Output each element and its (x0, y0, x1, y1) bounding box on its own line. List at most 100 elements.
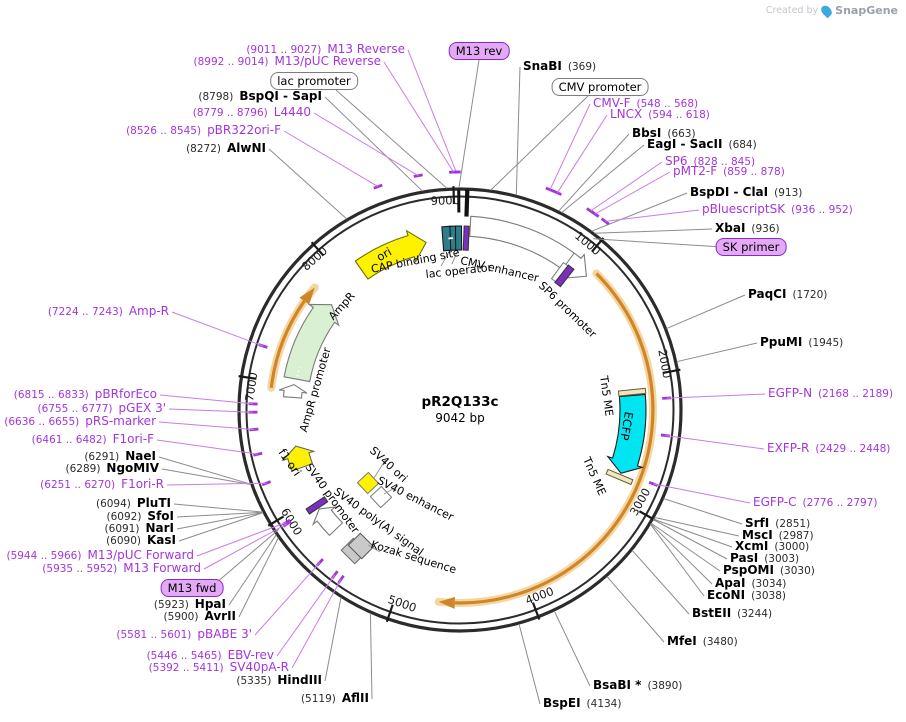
site-label-kasi[interactable]: (6090) KasI (106, 534, 176, 548)
site-label-alwni[interactable]: (8272) AlwNI (186, 142, 266, 156)
cmv-promoter-box[interactable]: CMV promoter (551, 78, 649, 96)
site-label-nari[interactable]: (6091) NarI (105, 522, 174, 536)
site-label-pspomi[interactable]: PspOMI (3030) (723, 564, 815, 578)
feature-block-lac-operator-b[interactable] (454, 225, 463, 251)
site-name: pBRforEco (94, 387, 157, 401)
site-label-apai[interactable]: ApaI (3034) (715, 577, 786, 591)
feature-block-sv40-promoter-purple[interactable] (305, 496, 329, 515)
site-label-avrii[interactable]: (5900) AvrII (164, 610, 236, 624)
site-label-egfp-n[interactable]: EGFP-N (2168 .. 2189) (768, 387, 893, 401)
site-position: (6289) (65, 463, 101, 475)
callout-line-bsabi (553, 610, 591, 687)
feature-arrow-sv40-promoter[interactable] (311, 506, 344, 537)
site-label-exfp-r[interactable]: EXFP-R (2429 .. 2448) (767, 442, 890, 456)
sk-primer-box[interactable]: SK primer (715, 238, 787, 256)
callout-line-nari (176, 512, 264, 530)
interior-connector-3 (440, 251, 450, 267)
site-label-bsteii[interactable]: BstEII (3244) (692, 607, 772, 621)
callout-line-f1ori-f (156, 439, 258, 455)
site-label-pluti[interactable]: (6094) PluTI (96, 497, 171, 511)
site-label-mfei[interactable]: MfeI (3480) (667, 635, 738, 649)
site-label-l4440[interactable]: (8779 .. 8796) L4440 (193, 106, 311, 120)
site-label-pgex-3[interactable]: (6755 .. 6777) pGEX 3' (38, 402, 166, 416)
site-label-m13-reverse[interactable]: (9011 .. 9027) M13 Reverse (246, 43, 405, 57)
site-position: (3000) (774, 541, 810, 553)
site-label-eagi-sacii[interactable]: EagI - SacII (684) (647, 138, 757, 152)
site-label-paqci[interactable]: PaqCI (1720) (748, 288, 827, 302)
site-position: (6251 .. 6270) (40, 479, 116, 491)
feature-arrow-ori[interactable] (354, 229, 427, 280)
callout-line-bsteii (631, 549, 690, 615)
site-label-bspdi-clai[interactable]: BspDI - ClaI (913) (690, 186, 802, 200)
m13-rev-box[interactable]: M13 rev (448, 42, 510, 60)
site-label-ppumi[interactable]: PpuMI (1945) (760, 336, 843, 350)
site-label-msci[interactable]: MscI (2987) (742, 529, 814, 543)
callout-line-sk-primer-box (593, 238, 723, 248)
site-label-sp6[interactable]: SP6 (828 .. 845) (665, 155, 755, 169)
feature-block-sp6-promoter[interactable] (554, 264, 575, 288)
mcs-marker-bar[interactable] (464, 189, 470, 217)
site-label-bspqi-sapi[interactable]: (8798) BspQI - SapI (198, 90, 322, 104)
site-name: SfoI (147, 509, 174, 523)
site-label-lncx[interactable]: LNCX (594 .. 618) (610, 108, 710, 122)
feature-box-sv40-polya[interactable] (347, 532, 375, 560)
m13-fwd-box[interactable]: M13 fwd (160, 579, 224, 597)
callout-line-srfi (663, 498, 743, 525)
site-label-pbrforeco[interactable]: (6815 .. 6833) pBRforEco (14, 388, 157, 402)
site-label-snabi[interactable]: SnaBI (369) (523, 60, 596, 74)
feature-box-sv40-enhancer[interactable] (369, 485, 393, 509)
site-label-bsabi[interactable]: BsaBI * (3890) (593, 679, 682, 693)
site-label-ebv-rev[interactable]: (5446 .. 5465) EBV-rev (147, 649, 274, 663)
site-label-aflii[interactable]: (5119) AflII (301, 692, 369, 706)
callout-line-lncx (556, 114, 608, 194)
site-label-f1ori-f[interactable]: (6461 .. 6482) F1ori-F (32, 433, 154, 447)
feature-block-tn5-me-2[interactable] (605, 468, 634, 486)
site-label-econi[interactable]: EcoNI (3038) (707, 589, 786, 603)
site-position: (8798) (198, 91, 234, 103)
site-label-naei[interactable]: (6291) NaeI (84, 450, 156, 464)
feature-box-sv40-ori[interactable] (356, 471, 380, 495)
site-label-srfi[interactable]: SrfI (2851) (745, 517, 810, 531)
site-position: (6091) (104, 523, 140, 535)
feature-arrow-ampr[interactable] (283, 303, 340, 383)
callout-line-m13-fwd-box (215, 529, 280, 584)
feature-arrow-cmv-enhancer[interactable] (469, 215, 588, 279)
feature-arrow-f1-ori[interactable] (281, 445, 316, 472)
site-label-pmt2-f[interactable]: pMT2-F (859 .. 878) (673, 165, 785, 179)
feature-block-lac-promoter-purple[interactable] (462, 225, 470, 251)
site-label-hpai[interactable]: (5923) HpaI (154, 598, 226, 612)
site-position: (5900) (163, 611, 199, 623)
site-name: CMV-F (593, 96, 631, 110)
site-label-ngomiv[interactable]: (6289) NgoMIV (66, 462, 160, 476)
site-label-sfoi[interactable]: (6092) SfoI (107, 510, 175, 524)
site-label-xbai[interactable]: XbaI (936) (715, 222, 780, 236)
feature-arrow-ampr-promoter[interactable] (278, 383, 308, 399)
site-label-m13-puc-reverse[interactable]: (8992 .. 9014) M13/pUC Reverse (194, 55, 382, 69)
site-name: AflII (341, 691, 369, 705)
feature-arrow-ecfp[interactable] (606, 393, 647, 474)
site-position: (4134) (586, 698, 622, 710)
site-label-f1ori-r[interactable]: (6251 .. 6270) F1ori-R (40, 478, 164, 492)
site-label-sv40pa-r[interactable]: (5392 .. 5411) SV40pA-R (149, 661, 289, 675)
mcs-marker-bar-2[interactable] (457, 189, 461, 213)
site-label-m13-puc-forward[interactable]: (5944 .. 5966) M13/pUC Forward (6, 549, 194, 563)
site-label-xcmi[interactable]: XcmI (3000) (735, 540, 809, 554)
site-label-m13-forward[interactable]: (5935 .. 5952) M13 Forward (42, 562, 201, 576)
site-label-bbsi[interactable]: BbsI (663) (632, 127, 696, 141)
callout-line-eagi-sacii (561, 144, 645, 213)
site-label-pasi[interactable]: PasI (3003) (730, 552, 799, 566)
site-label-hindiii[interactable]: (5335) HindIII (236, 674, 322, 688)
site-label-amp-r[interactable]: (7224 .. 7243) Amp-R (48, 305, 169, 319)
feature-block-tn5-me-1[interactable] (617, 387, 647, 397)
site-name: BsaBI * (593, 678, 642, 692)
site-label-cmv-f[interactable]: CMV-F (548 .. 568) (593, 97, 698, 111)
site-label-pbluescriptsk[interactable]: pBluescriptSK (936 .. 952) (702, 203, 853, 217)
site-label-pbabe-3[interactable]: (5581 .. 5601) pBABE 3' (116, 628, 252, 642)
site-position: (5935 .. 5952) (42, 563, 118, 575)
lac-promoter-box[interactable]: lac promoter (270, 72, 358, 90)
site-label-bspei[interactable]: BspEI (4134) (543, 697, 621, 711)
watermark-prefix: Created by (765, 5, 819, 16)
site-label-pbr322ori-f[interactable]: (8526 .. 8545) pBR322ori-F (126, 124, 281, 138)
site-label-egfp-c[interactable]: EGFP-C (2776 .. 2797) (753, 496, 877, 510)
site-label-prs-marker[interactable]: (6636 .. 6655) pRS-marker (4, 415, 156, 429)
